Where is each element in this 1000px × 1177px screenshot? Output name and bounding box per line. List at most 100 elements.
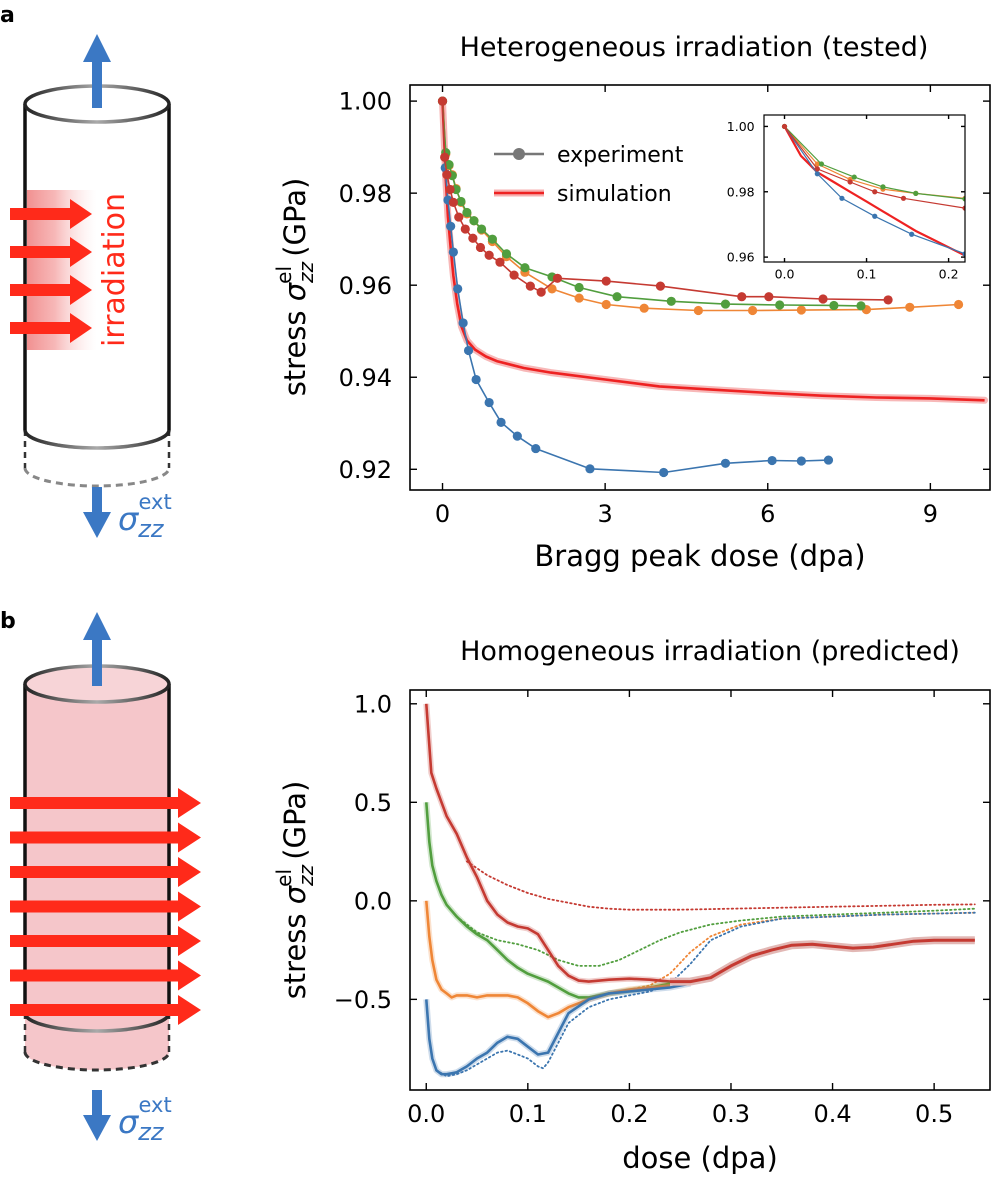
experiment-point: [574, 293, 584, 303]
inset-point: [900, 195, 907, 201]
experiment-point: [469, 216, 479, 226]
inset-xtick-label: 0.1: [857, 267, 877, 282]
chart-a-xtick-label: 6: [760, 500, 775, 528]
experiment-point: [476, 224, 487, 234]
experiment-point: [953, 299, 964, 310]
chart-a-ytick-label: 0.98: [339, 180, 392, 208]
experiment-point: [525, 281, 535, 291]
chart-a-simulation: [439, 97, 989, 404]
inset-point: [818, 161, 825, 167]
experiment-point: [462, 207, 472, 218]
experiment-point: [440, 152, 450, 162]
experiment-point: [446, 221, 456, 231]
experiment-point: [509, 270, 519, 280]
chart-a-xlabel: Bragg peak dose (dpa): [534, 539, 865, 573]
red-arrow-icon: [10, 995, 201, 1025]
sigma-ext-label-b: σzzext: [118, 1093, 172, 1146]
panel-letter-b: b: [0, 609, 16, 634]
predicted-dotted-line-3: [435, 911, 976, 1078]
experiment-point: [767, 455, 777, 466]
inset-line-0: [784, 126, 965, 255]
sigma-ext-label-a: σzzext: [118, 490, 172, 543]
panel-letter-a: a: [0, 3, 15, 28]
down-arrow-icon-b: [83, 1090, 111, 1141]
chart-a-title: Heterogeneous irradiation (tested): [460, 32, 929, 63]
experiment-point: [601, 276, 611, 286]
inset-line-2: [784, 125, 965, 200]
inset-ytick-label: 0.96: [727, 250, 755, 265]
experiment-point: [512, 431, 522, 441]
chart-a-ytick-label: 1.00: [339, 88, 392, 116]
experiment-point: [552, 273, 563, 283]
chart-b-xtick-label: 0.3: [712, 1100, 750, 1128]
experiment-point: [496, 417, 506, 427]
predicted-dotted-line-0: [466, 860, 976, 911]
red-arrow-icon: [10, 857, 201, 887]
chart-a-frame: [409, 84, 991, 491]
experiment-point: [601, 299, 611, 310]
red-arrow-icon: [10, 926, 201, 956]
experiment-point: [639, 303, 649, 313]
down-arrow-icon-a: [83, 487, 111, 538]
inset-point: [880, 184, 886, 190]
chart-b-xtick-label: 0.0: [407, 1100, 445, 1128]
experiment-point: [659, 467, 669, 478]
experiment-point: [720, 299, 731, 309]
experiment-point: [585, 464, 595, 474]
experiment-point: [883, 295, 893, 305]
chart-a-ytick-label: 0.94: [339, 364, 392, 392]
simulation-line: [441, 101, 985, 402]
experiment-point: [547, 284, 557, 294]
experiment-point: [448, 247, 458, 257]
chart-a-ytick-label: 0.92: [339, 456, 392, 484]
experiment-point: [536, 287, 546, 297]
experiment-point: [442, 170, 452, 180]
inset-line-3: [784, 126, 965, 209]
experiment-point: [693, 305, 703, 316]
chart-b-xlabel: dose (dpa): [622, 1141, 778, 1175]
experiment-point: [437, 96, 448, 106]
chart-a-ticks: 0 3 6 9 0.92 0.94 0.96 0.98 1.00: [339, 85, 990, 528]
chart-b-title: Homogeneous irradiation (predicted): [460, 636, 960, 667]
experiment-point: [775, 300, 785, 310]
chart-a-inset: 0.0 0.1 0.2 0.96 0.98 1.00: [727, 114, 966, 282]
red-arrow-icon: [10, 960, 201, 991]
experiment-point: [829, 300, 839, 311]
inset-series: [781, 123, 965, 257]
experiment-point: [456, 196, 466, 207]
chart-b-ylabel: stress σzzel (GPa): [272, 781, 318, 1000]
experiment-point: [720, 458, 731, 468]
inset-point: [851, 174, 857, 180]
experiment-point: [484, 250, 494, 260]
experiment-point: [905, 302, 915, 312]
chart-a-xtick-label: 0: [435, 500, 450, 528]
experiment-point: [764, 292, 774, 302]
predicted-solid-line-3: [425, 982, 691, 1076]
inset-point: [872, 213, 878, 219]
chart-b: 0.0 0.1 0.2 0.3 0.4 0.5 −0.5 0.0 0.5 1.0 dose (dp…: [272, 689, 991, 1175]
up-arrow-icon-b: [83, 612, 111, 686]
predicted-dotted-line-1: [455, 907, 976, 967]
experiment-point: [574, 282, 584, 293]
predicted-solid-line-1: [425, 802, 671, 999]
experiment-point: [737, 292, 747, 302]
predicted-band-0: [423, 703, 975, 985]
inset-point: [962, 205, 965, 211]
experiment-point: [458, 318, 468, 328]
red-arrow-icon: [10, 822, 201, 853]
inset-point: [781, 123, 788, 130]
inset-point: [913, 190, 919, 196]
chart-a-ytick-label: 0.96: [339, 272, 392, 300]
chart-a-legend: experiment simulation: [494, 143, 684, 207]
predicted-common-line: [670, 938, 975, 984]
chart-a-xtick-label: 3: [597, 500, 612, 528]
experiment-point: [655, 281, 666, 291]
chart-b-dotted-lines: [435, 860, 976, 1078]
legend-experiment-label: experiment: [557, 143, 684, 168]
chart-b-frame: [409, 689, 991, 1091]
inset-point: [839, 195, 845, 201]
predicted-dotted-line-2: [628, 911, 976, 991]
chart-b-xtick-label: 0.2: [610, 1100, 648, 1128]
experiment-point: [796, 456, 806, 466]
